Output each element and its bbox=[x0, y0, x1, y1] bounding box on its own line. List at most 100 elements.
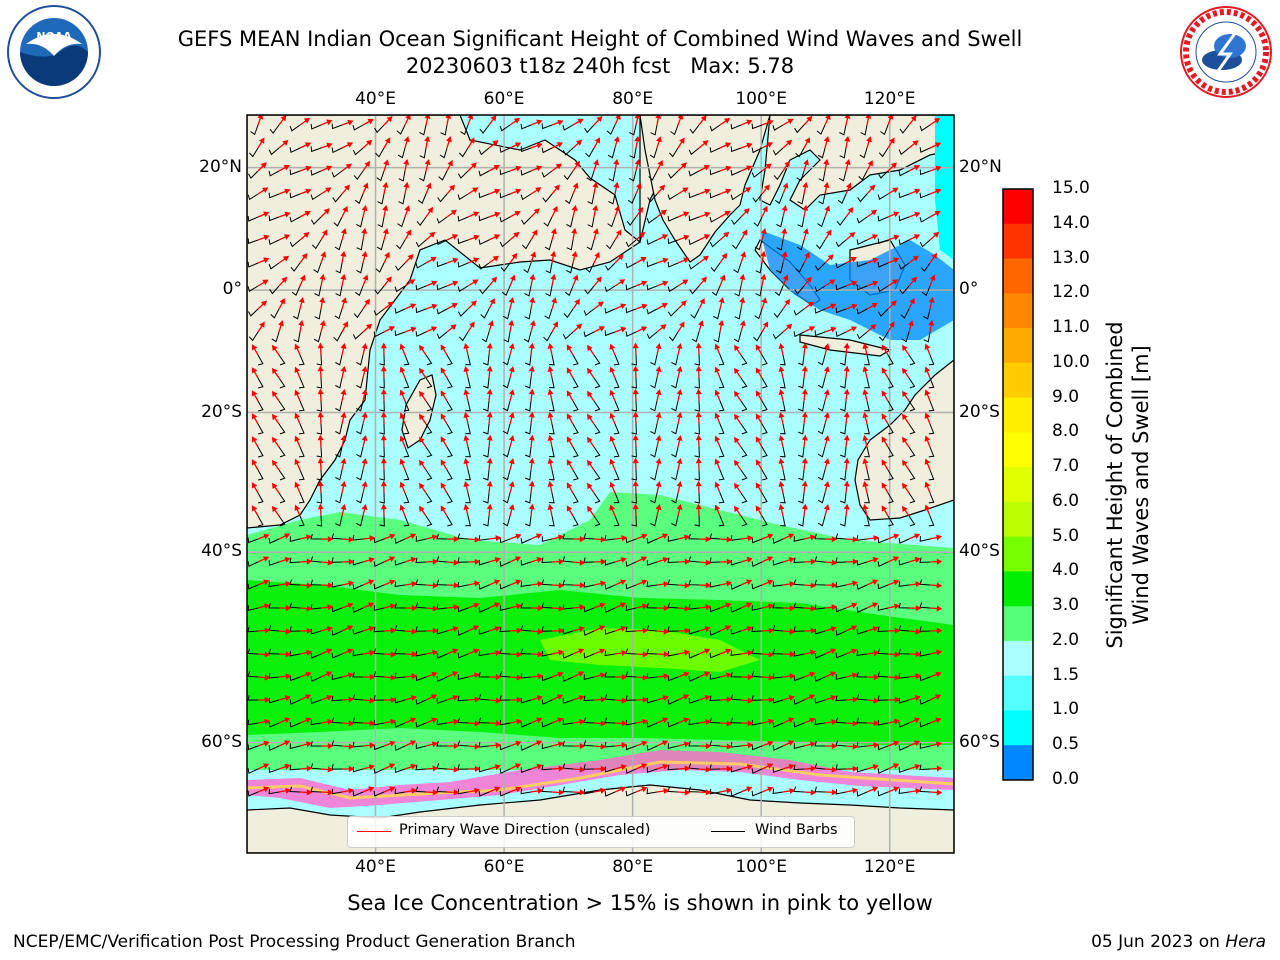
wind-barb bbox=[520, 193, 532, 201]
wind-barb bbox=[396, 124, 406, 135]
wind-barb bbox=[247, 605, 259, 612]
wind-barb bbox=[646, 581, 658, 587]
wave-direction-arrowhead bbox=[872, 579, 879, 585]
wind-barb bbox=[439, 147, 448, 159]
wave-direction-arrowhead bbox=[755, 367, 762, 374]
wind-barb bbox=[733, 331, 742, 343]
wind-barb bbox=[289, 192, 301, 199]
wave-direction-arrowhead bbox=[831, 719, 838, 725]
wind-barb bbox=[604, 650, 616, 657]
wind-barb bbox=[814, 698, 826, 704]
wave-direction-arrowhead bbox=[389, 603, 397, 610]
wind-barb bbox=[375, 147, 385, 158]
wave-direction-arrowhead bbox=[705, 789, 712, 796]
wave-direction-arrowhead bbox=[578, 694, 585, 701]
wave-direction-arrowhead bbox=[508, 412, 515, 419]
wave-direction-arrowhead bbox=[924, 435, 931, 442]
wave-direction-arrowhead bbox=[768, 627, 775, 634]
wave-direction-arrowhead bbox=[621, 650, 628, 656]
wind-barb bbox=[465, 446, 471, 458]
wind-barb bbox=[436, 698, 448, 704]
wave-direction-arrowhead bbox=[579, 742, 586, 750]
wind-barb bbox=[289, 557, 301, 564]
wave-direction-arrowhead bbox=[260, 300, 267, 307]
wave-direction-arrowhead bbox=[806, 276, 812, 283]
wind-barb bbox=[646, 239, 658, 246]
wave-direction-arrowhead bbox=[739, 320, 746, 327]
wind-barb bbox=[268, 239, 280, 246]
wave-direction-arrowhead bbox=[862, 388, 869, 395]
wave-direction-arrowhead bbox=[283, 533, 291, 539]
wave-direction-arrowhead bbox=[788, 557, 795, 563]
wave-direction-arrowhead bbox=[463, 365, 470, 372]
wind-barb bbox=[919, 699, 931, 705]
wind-barb bbox=[250, 124, 259, 136]
wind-barb bbox=[840, 469, 847, 481]
wind-barb bbox=[562, 676, 574, 682]
wind-barb bbox=[898, 262, 910, 270]
wind-barb bbox=[352, 790, 364, 797]
latitude-tick-label: 0° bbox=[222, 279, 242, 300]
wind-barb bbox=[688, 653, 700, 659]
national-weather-service-logo bbox=[1180, 6, 1272, 98]
wave-direction-arrowhead bbox=[430, 256, 437, 263]
wave-direction-arrowhead bbox=[383, 159, 390, 166]
wave-direction-arrowhead bbox=[596, 276, 602, 283]
wind-barb bbox=[415, 650, 427, 657]
colorbar-tick-label: 0.5 bbox=[1052, 734, 1080, 755]
wave-direction-arrowhead bbox=[419, 367, 425, 375]
wave-direction-arrowhead bbox=[621, 535, 628, 542]
wind-barb bbox=[257, 354, 264, 366]
wave-direction-arrowhead bbox=[723, 231, 730, 238]
wave-direction-arrowhead bbox=[914, 557, 921, 563]
wave-direction-arrowhead bbox=[935, 671, 942, 678]
wave-direction-arrowhead bbox=[810, 605, 817, 612]
wave-direction-arrowhead bbox=[432, 582, 439, 589]
wind-barb bbox=[761, 423, 768, 435]
wave-direction-arrowhead bbox=[663, 673, 670, 680]
wind-barb bbox=[718, 446, 725, 458]
wave-direction-arrowhead bbox=[410, 695, 417, 702]
wave-direction-arrowhead bbox=[739, 296, 746, 303]
wind-barb bbox=[289, 650, 301, 657]
wave-direction-arrowhead bbox=[431, 280, 438, 287]
wind-barb bbox=[457, 285, 469, 292]
wave-direction-arrowhead bbox=[734, 367, 740, 375]
wave-direction-arrowhead bbox=[894, 718, 901, 725]
wave-direction-arrowhead bbox=[810, 649, 817, 656]
wind-barb bbox=[900, 308, 910, 319]
wind-barb bbox=[524, 285, 532, 297]
wave-direction-arrowhead bbox=[810, 789, 817, 796]
wind-barb bbox=[541, 786, 553, 793]
wave-direction-arrowhead bbox=[431, 671, 438, 678]
wave-direction-arrowhead bbox=[600, 720, 607, 727]
wave-direction-arrowhead bbox=[430, 694, 438, 700]
wave-direction-arrowhead bbox=[251, 482, 258, 489]
wave-direction-arrowhead bbox=[304, 694, 312, 700]
wave-direction-arrowhead bbox=[572, 274, 579, 281]
wave-direction-arrowhead bbox=[621, 697, 628, 704]
wind-barb bbox=[740, 400, 748, 412]
wave-direction-arrowhead bbox=[635, 182, 642, 189]
wave-direction-arrowhead bbox=[264, 718, 271, 725]
wind-barb bbox=[730, 123, 742, 130]
wave-direction-arrowhead bbox=[789, 628, 796, 635]
wind-barb bbox=[415, 239, 427, 248]
wave-direction-arrowhead bbox=[823, 435, 830, 442]
wave-direction-arrowhead bbox=[399, 366, 406, 373]
wave-direction-arrowhead bbox=[367, 118, 374, 125]
wind-barb bbox=[247, 193, 259, 201]
colorbar-segment bbox=[1003, 397, 1033, 433]
wind-barb bbox=[436, 261, 448, 268]
wave-direction-arrowhead bbox=[914, 695, 921, 701]
wind-barb bbox=[772, 538, 784, 544]
wind-barb bbox=[289, 743, 301, 750]
wave-direction-arrowhead bbox=[473, 672, 481, 679]
wave-direction-arrowhead bbox=[326, 165, 333, 172]
wind-barb bbox=[403, 446, 410, 458]
wave-direction-arrowhead bbox=[536, 142, 543, 149]
wind-barb bbox=[524, 446, 532, 458]
wave-direction-arrowhead bbox=[566, 390, 573, 397]
wave-direction-arrowhead bbox=[425, 182, 432, 189]
wind-barb bbox=[379, 469, 385, 481]
